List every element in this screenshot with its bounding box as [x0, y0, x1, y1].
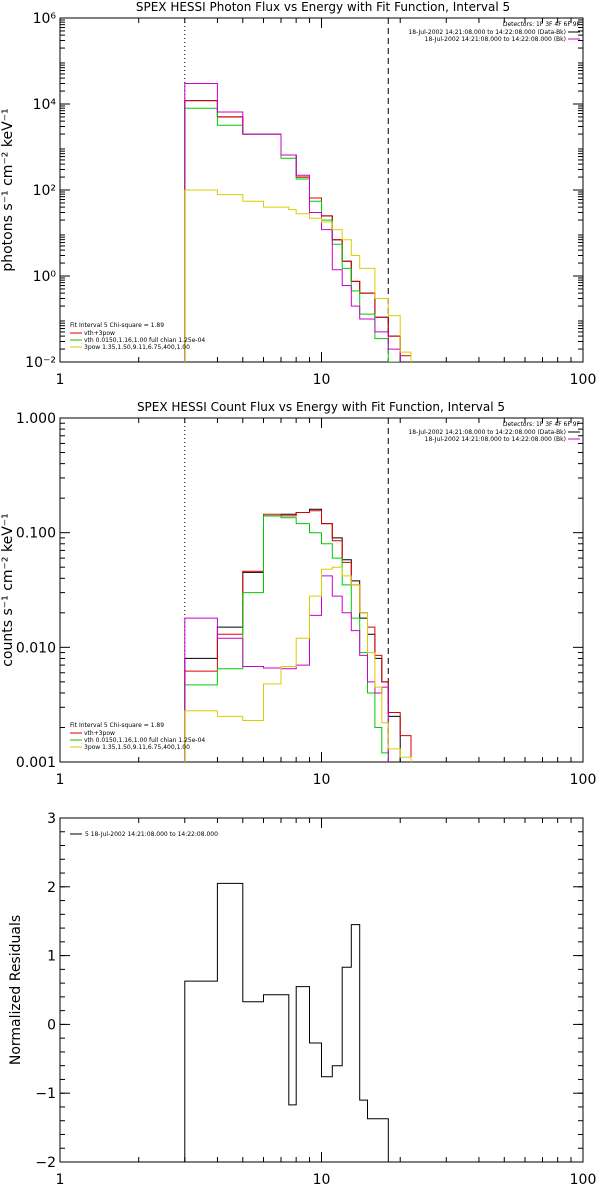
y-tick-label: 10²	[33, 183, 56, 199]
x-tick-label: 10	[313, 772, 331, 788]
legend-fit-header: Fit Interval 5 Chi-square = 1.89	[70, 322, 164, 329]
legend-fit-label: vth+3pow	[84, 330, 115, 337]
count-flux-ylabel: counts s⁻¹ cm⁻² keV⁻¹	[0, 513, 16, 667]
x-tick-label: 1	[56, 372, 65, 388]
y-tick-label: 1	[47, 949, 56, 965]
y-tick-label: 10⁴	[33, 97, 57, 113]
x-tick-label: 100	[570, 372, 597, 388]
y-tick-label: 2	[47, 880, 56, 896]
photon-flux-ylabel: photons s⁻¹ cm⁻² keV⁻¹	[0, 108, 16, 271]
x-tick-label: 10	[313, 1172, 331, 1188]
series-line-3	[184, 83, 401, 362]
residuals-ylabel: Normalized Residuals	[8, 915, 24, 1065]
residuals-panel: Normalized Residuals 1 10 100 −2 −1 0 1 2 3 5 18-…	[8, 811, 596, 1188]
legend-fit-label: vth+3pow	[84, 730, 115, 737]
photon-flux-panel: SPEX HESSI Photon Flux vs Energy with Fi…	[0, 0, 596, 388]
series-line-2	[184, 515, 389, 762]
legend-detectors-header: Detectors: 1F 3F 4F 6F 9F	[503, 21, 581, 28]
legend-fit-label: vth 0.0150,1.16,1.00 full chian 1.25e-04	[84, 737, 205, 744]
series-line-0	[184, 100, 401, 362]
x-tick-label: 1	[56, 1172, 65, 1188]
x-tick-label: 10	[313, 372, 331, 388]
legend-fit-header: Fit Interval 5 Chi-square = 1.89	[70, 722, 164, 729]
y-tick-label: −1	[35, 1086, 56, 1102]
photon-flux-title: SPEX HESSI Photon Flux vs Energy with Fi…	[136, 0, 510, 14]
legend-detectors-header: Detectors: 1F 3F 4F 6F 9F	[503, 421, 581, 428]
y-tick-label: 0.001	[16, 755, 56, 771]
y-tick-label: 0.010	[16, 640, 56, 656]
legend-interval-label: 18-Jul-2002 14:21:08.000 to 14:22:08.000…	[425, 436, 566, 443]
y-tick-label: 0.100	[16, 526, 56, 542]
legend-residual-label: 5 18-Jul-2002 14:21:08.000 to 14:22:08.0…	[85, 831, 218, 838]
series-line-1	[184, 100, 412, 362]
series-line-4	[184, 566, 412, 762]
x-tick-label: 1	[56, 772, 65, 788]
legend-fit-label: 3pow 1.35,1.50,9.11,6.75,400,1.00	[84, 344, 190, 351]
x-tick-label: 100	[570, 1172, 597, 1188]
plot-frame	[59, 817, 584, 1163]
count-flux-title: SPEX HESSI Count Flux vs Energy with Fit…	[137, 400, 505, 414]
series-line-4	[184, 189, 412, 362]
legend-fit-label: vth 0.0150,1.16,1.00 full chian 1.25e-04	[84, 337, 205, 344]
count-flux-panel: SPEX HESSI Count Flux vs Energy with Fit…	[0, 400, 596, 788]
plot-frame	[59, 17, 584, 363]
y-tick-label: 10⁻²	[25, 355, 56, 371]
series-line-1	[184, 510, 412, 762]
series-line-3	[184, 575, 389, 762]
y-tick-label: 3	[47, 811, 56, 827]
series-line-2	[184, 107, 401, 362]
legend-interval-label: 18-Jul-2002 14:21:08.000 to 14:22:08.000…	[408, 429, 566, 436]
y-tick-label: 1.000	[16, 411, 56, 427]
legend-interval-label: 18-Jul-2002 14:21:08.000 to 14:22:08.000…	[425, 36, 566, 43]
y-tick-label: 10⁰	[33, 269, 57, 285]
y-tick-label: 10⁶	[33, 11, 57, 27]
series-line-0	[184, 882, 389, 1162]
x-tick-label: 100	[570, 772, 597, 788]
legend-interval-label: 18-Jul-2002 14:21:08.000 to 14:22:08.000…	[408, 29, 566, 36]
legend-fit-label: 3pow 1.35,1.50,9.11,6.75,400,1.00	[84, 744, 190, 751]
y-tick-label: −2	[35, 1155, 56, 1171]
y-tick-label: 0	[47, 1017, 56, 1033]
